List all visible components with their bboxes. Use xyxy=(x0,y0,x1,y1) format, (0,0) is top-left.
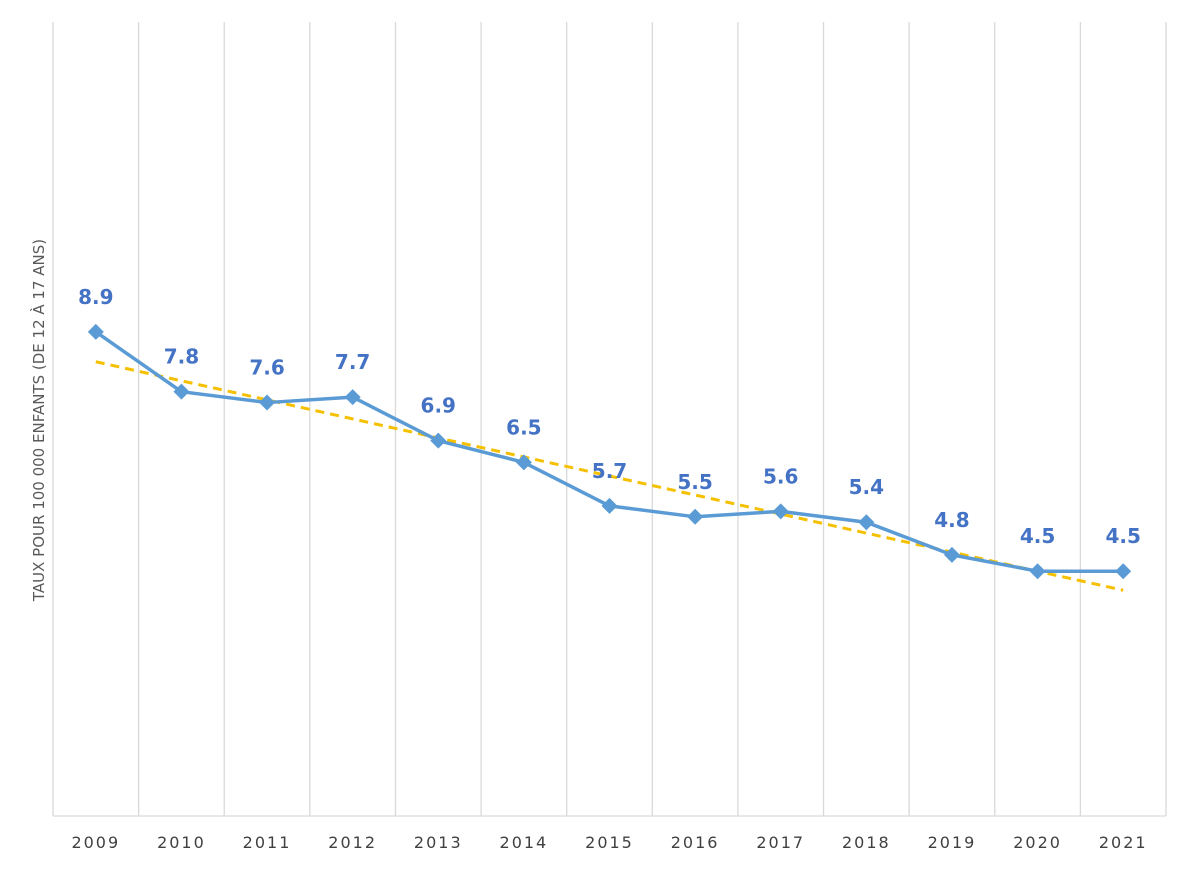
x-tick-label: 2014 xyxy=(500,833,549,852)
data-label: 5.4 xyxy=(849,475,884,499)
data-point-marker xyxy=(943,546,960,563)
y-axis-label: TAUX POUR 100 000 ENFANTS (DE 12 À 17 AN… xyxy=(29,239,48,602)
series-group xyxy=(87,323,1132,580)
data-label: 8.9 xyxy=(78,285,113,309)
x-tick-label: 2010 xyxy=(157,833,206,852)
data-label: 4.8 xyxy=(934,508,969,532)
data-label: 7.6 xyxy=(249,356,284,380)
data-point-marker xyxy=(687,508,704,525)
data-label: 7.8 xyxy=(164,345,199,369)
x-tick-label: 2016 xyxy=(671,833,720,852)
data-label: 5.5 xyxy=(677,470,712,494)
x-tick-label: 2019 xyxy=(928,833,977,852)
data-point-marker xyxy=(430,432,447,449)
data-point-marker xyxy=(344,389,361,406)
data-labels: 8.9 7.8 7.6 7.7 6.9 6.5 5.7 5.5 5.6 5.4 4.8 4.5 4.5 xyxy=(78,285,1141,548)
data-point-marker xyxy=(259,394,276,411)
data-label: 5.6 xyxy=(763,464,798,488)
gridlines xyxy=(52,22,1167,816)
x-tick-label: 2018 xyxy=(842,833,891,852)
data-label: 7.7 xyxy=(335,350,370,374)
x-tick-label: 2009 xyxy=(71,833,120,852)
x-tick-label: 2015 xyxy=(585,833,634,852)
x-tick-label: 2011 xyxy=(243,833,292,852)
x-tick-label: 2021 xyxy=(1099,833,1148,852)
data-point-marker xyxy=(772,503,789,520)
x-tick-label: 2017 xyxy=(756,833,805,852)
x-tick-label: 2020 xyxy=(1013,833,1062,852)
data-label: 4.5 xyxy=(1020,524,1055,548)
x-tick-label: 2013 xyxy=(414,833,463,852)
data-point-marker xyxy=(858,514,875,531)
data-point-marker xyxy=(1029,563,1046,580)
x-tick-label: 2012 xyxy=(328,833,377,852)
data-point-marker xyxy=(515,454,532,471)
data-point-marker xyxy=(173,383,190,400)
data-point-marker xyxy=(1115,563,1132,580)
data-label: 6.9 xyxy=(421,394,456,418)
data-label: 6.5 xyxy=(506,415,541,439)
data-label: 5.7 xyxy=(592,459,627,483)
data-point-marker xyxy=(87,323,104,340)
data-label: 4.5 xyxy=(1105,524,1140,548)
data-point-marker xyxy=(601,497,618,514)
x-axis-ticks: 2009 2010 2011 2012 2013 2014 2015 2016 2017 2018… xyxy=(71,833,1148,852)
